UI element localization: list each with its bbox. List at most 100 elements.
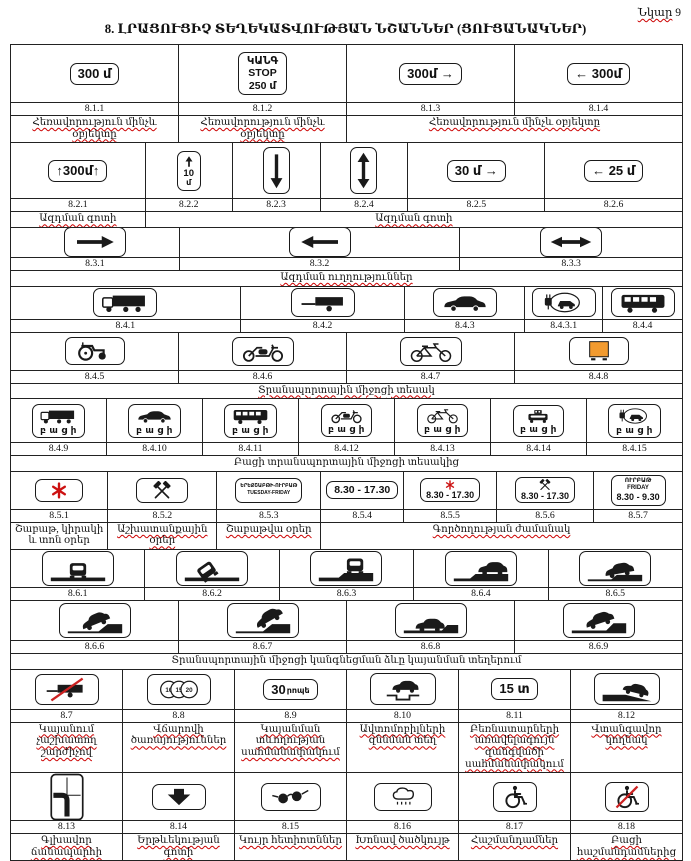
sign-text: 10 [183, 167, 194, 179]
sign-text: 30 մ → [454, 162, 498, 178]
sign-number: 8.4.2 [240, 319, 406, 333]
sign-cell [11, 550, 146, 588]
rain-cloud-icon [392, 786, 414, 805]
sign-number: 8.1.2 [179, 103, 347, 116]
sign-cell: ← 25 մ [545, 143, 683, 200]
caption-cell: Աշխատանքային օրեր [108, 522, 218, 550]
sign-plate: 8.30 - 17.30 [420, 478, 481, 503]
sign-number: 8.5.2 [108, 509, 218, 523]
page-header: Նկար 9 8. ԼՐԱՑՈՒՑԻՉ ՏԵՂԵԿԱՏՎՈՒԹՅԱՆ ՆՇԱՆՆ… [0, 0, 691, 37]
caption-text: Հաշմանդամներ [470, 835, 559, 847]
sign-number: 8.3.3 [460, 257, 683, 271]
sign-plate [260, 782, 321, 811]
car-icon [138, 410, 171, 423]
sign-label: բ ա ց ի [616, 424, 653, 435]
caption-text: Երթևեկության գոտի [137, 835, 220, 858]
sign-plate: բ ա ց ի [128, 403, 181, 438]
sign-number: 8.11 [459, 709, 571, 723]
sign-number: 8.4.14 [491, 443, 587, 457]
sign-number: 8.5.1 [11, 509, 109, 523]
sign-number: 8.4.4 [603, 319, 683, 333]
sign-number: 8.17 [459, 821, 571, 835]
caption-text: Ազդման գոտի [39, 213, 117, 225]
caption-cell: Ավտոմոբիլների զննման տեղ [347, 722, 459, 774]
parking-rear-curb-icon [319, 558, 374, 582]
sign-number: 8.2.3 [232, 199, 321, 213]
sign-text: 8.30 - 17.30 [334, 484, 391, 497]
sign-plate: 10 15 20 [146, 673, 211, 705]
sign-number: 8.6.1 [11, 588, 146, 601]
sign-cell [414, 550, 549, 588]
sign-number: 8.1.3 [347, 103, 515, 116]
sign-plate: բ ա ց ի [321, 404, 372, 438]
sign-cell [459, 773, 571, 822]
figure-word: Նկար [637, 7, 673, 19]
caption-cell: Խոնավ ծածկույթ [347, 834, 459, 861]
sign-plate [64, 337, 125, 365]
sign-cell: ↑300մ↑ [11, 143, 146, 200]
sign-plate [562, 603, 635, 638]
figure-label: Նկար 9 [0, 0, 691, 19]
sign-text: րոպե [286, 685, 310, 695]
sign-number: 8.18 [571, 821, 683, 835]
sign-cell [548, 550, 683, 588]
sign-number: 8.4.12 [299, 443, 395, 457]
sign-cell: բ ա ց ի [107, 399, 203, 444]
sign-cell [11, 669, 123, 710]
sign-cell: 8.30 - 17.30 [321, 471, 405, 510]
sign-plate: 30 մ → [446, 159, 506, 182]
sign-cell [123, 773, 235, 822]
sign-row-10: 8.13 8.14 8.15 8.16 8.17 8.18 Գլխավոր ճանապարհ… [11, 773, 683, 861]
sign-number: 8.4.1 [11, 319, 241, 333]
wheelchair-crossed-icon [615, 785, 639, 808]
sign-number: 8.10 [347, 709, 459, 723]
sign-label: բ ա ց ի [136, 424, 173, 435]
sign-cell [11, 601, 179, 641]
sign-cell: ԵՐԵՔՇԱԲԹԻ-ՈՒՐԲԱԹ TUESDAY-FRIDAY [217, 471, 322, 510]
caption-text: Վտանգավոր կողնակ [591, 723, 662, 747]
caption-text: Ազդման ուղղություններ [280, 271, 413, 283]
sign-cell: ԿԱՆԳ STOP 250 մ [179, 45, 347, 103]
sign-text: մ [186, 178, 192, 187]
sign-number: 8.4.10 [107, 443, 203, 457]
sign-cell [11, 227, 180, 258]
sign-plate: 15 տ [491, 678, 538, 701]
sign-number: 8.6.2 [145, 588, 280, 601]
sign-number: 8.4.5 [11, 370, 179, 384]
caption-cell: Երթևեկության գոտի [123, 834, 235, 861]
sign-number: 8.3.1 [11, 257, 180, 271]
caption-text: Ազդման գոտի [375, 213, 453, 225]
caption-cell: Կայանում չաշխատող շարժիչով [11, 722, 123, 774]
sign-cell [571, 669, 683, 710]
caption-cell: Հաշմանդամներ [459, 834, 571, 861]
sign-number: 8.6.5 [548, 588, 683, 601]
sign-plate [531, 288, 596, 317]
sign-row-3: 8.4.1 8.4.2 8.4.3 8.4.3.1 8.4.4 [11, 286, 683, 333]
coin-value: 15 [175, 686, 182, 693]
sign-text: STOP [248, 67, 277, 80]
trailer-icon [301, 297, 343, 312]
wheelchair-icon [504, 785, 527, 808]
hammers-icon [539, 479, 551, 491]
sign-number: 8.15 [235, 821, 347, 835]
lane-arrow-icon [167, 788, 190, 805]
sign-text: 8.30 - 9.30 [616, 492, 660, 503]
sign-number: 8.16 [347, 821, 459, 835]
sign-cell [347, 332, 515, 371]
sign-number: 8.6.8 [347, 641, 515, 654]
asterisk-icon [52, 482, 67, 499]
sign-number: 8.5.4 [321, 509, 405, 523]
sign-text: ԵՐԵՔՇԱԲԹԻ-ՈՒՐԲԱԹ [240, 483, 298, 489]
bus-icon [621, 294, 665, 313]
sign-cell: 8.30 - 17.30 [496, 471, 595, 510]
sign-cell: 300 մ [11, 45, 179, 103]
moped-icon [331, 410, 362, 424]
sign-plate: ↑300մ↑ [48, 159, 108, 182]
sign-plate [41, 551, 114, 586]
sign-number: 8.6.3 [279, 588, 415, 601]
sign-label: բ ա ց ի [328, 424, 365, 435]
sign-text: ← 300մ [575, 65, 622, 81]
sign-plate: ՈՒՐԲԱԹ FRIDAY 8.30 - 9.30 [610, 474, 666, 506]
sign-plate [226, 603, 299, 638]
sign-plate: բ ա ց ի [513, 404, 564, 437]
